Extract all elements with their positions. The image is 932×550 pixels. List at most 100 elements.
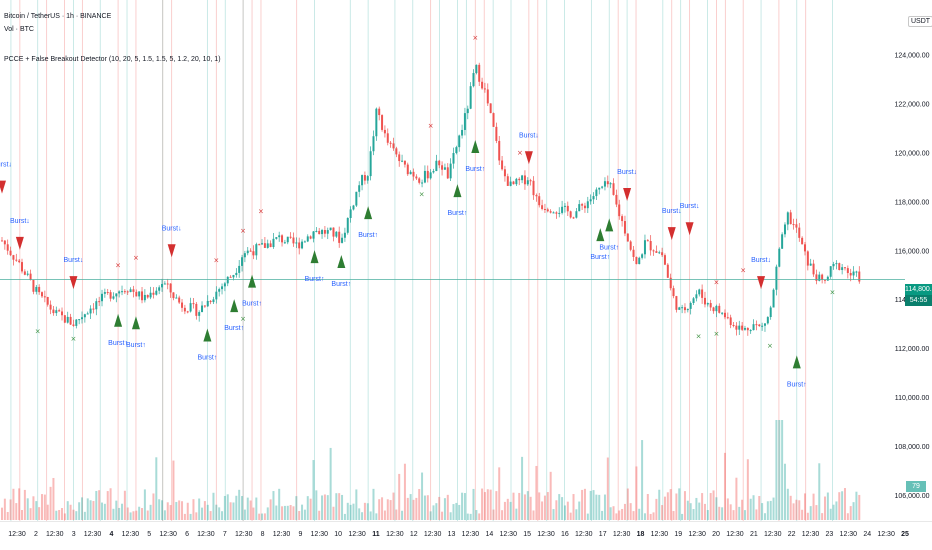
time-tick-label: 12:30 — [235, 531, 253, 538]
volume-bar — [358, 508, 361, 520]
currency-selector[interactable]: USDT — [908, 16, 932, 27]
volume-bar — [186, 502, 189, 520]
volume-bar — [12, 488, 15, 520]
volume-bar — [332, 506, 335, 520]
volume-bar — [289, 505, 292, 520]
volume-bar — [632, 511, 635, 520]
volume-bar — [678, 488, 681, 520]
volume-bar — [466, 513, 469, 520]
time-tick-label: 17 — [599, 531, 607, 538]
candle-body — [721, 312, 724, 314]
volume-bar — [261, 513, 264, 520]
candle-body — [509, 181, 512, 186]
volume-bar — [586, 513, 589, 520]
volume-bar — [138, 506, 141, 520]
candle-body — [786, 212, 789, 225]
candle-body — [612, 183, 615, 195]
candle-body — [149, 292, 152, 298]
volume-bar — [726, 498, 729, 520]
candle-body — [723, 312, 726, 318]
candle-body — [378, 108, 381, 116]
volume-bar — [106, 491, 109, 520]
volume-bar — [306, 496, 309, 520]
candle-body — [289, 236, 292, 238]
volume-bar — [643, 513, 646, 520]
volume-bar — [389, 500, 392, 520]
candle-body — [452, 153, 455, 164]
volume-bar — [609, 507, 612, 520]
volume-bar — [683, 491, 686, 520]
candle-body — [249, 250, 252, 252]
candle-body — [838, 263, 841, 271]
candle-body — [269, 243, 272, 248]
volume-bar — [763, 513, 766, 520]
volume-bar — [118, 507, 121, 520]
volume-bar — [815, 505, 818, 520]
time-tick-label: 12:30 — [575, 531, 593, 538]
candle-body — [632, 249, 635, 257]
candle-body — [383, 129, 386, 134]
signal-vertical-lines — [10, 0, 833, 521]
volume-bar — [426, 495, 429, 520]
volume-bar — [158, 499, 161, 520]
time-tick-label: 14 — [485, 531, 493, 538]
candle-body — [109, 292, 112, 299]
candle-body — [195, 303, 198, 316]
candle-body — [438, 160, 441, 166]
candle-body — [823, 279, 826, 281]
candle-body — [575, 211, 578, 218]
candle-body — [815, 274, 818, 281]
time-tick-label: 12:30 — [159, 531, 177, 538]
volume-bar — [518, 492, 521, 520]
candle-body — [841, 267, 844, 271]
volume-bar — [429, 511, 432, 520]
candle-body — [392, 143, 395, 149]
candle-body — [658, 252, 661, 254]
candle-body — [726, 317, 729, 319]
candle-body — [95, 301, 98, 310]
candle-body — [443, 167, 446, 170]
bull-triangle — [605, 218, 614, 232]
volume-bar — [101, 502, 104, 520]
volume-bar — [381, 497, 384, 520]
volume-bar — [701, 493, 704, 520]
volume-bar — [321, 495, 324, 520]
burst-up-label: Burst↑ — [242, 301, 262, 308]
time-axis-border — [0, 521, 932, 522]
candle-body — [321, 230, 324, 235]
volume-bar — [618, 510, 621, 520]
candle-body — [263, 243, 266, 248]
candle-body — [278, 235, 281, 238]
volume-bar — [46, 504, 49, 520]
candle-body — [386, 133, 389, 143]
volume-bar — [183, 513, 186, 520]
volume-bar — [61, 508, 64, 520]
volume-bar — [163, 510, 166, 520]
candle-body — [298, 242, 301, 249]
candle-body — [38, 286, 41, 293]
false-breakout-bear-mark: × — [133, 254, 139, 262]
volume-bar — [846, 513, 849, 520]
candle-body — [686, 308, 689, 311]
candle-body — [186, 311, 189, 313]
candle-body — [281, 235, 284, 243]
candle-body — [152, 292, 155, 295]
candle-body — [32, 279, 35, 292]
volume-bar — [461, 492, 464, 520]
volume-bar — [189, 513, 192, 520]
candle-body — [563, 205, 566, 207]
volume-bar — [835, 501, 838, 520]
candle-body — [352, 205, 355, 210]
candle-body — [423, 170, 426, 183]
volume-bar — [623, 503, 626, 520]
candle-body — [372, 136, 375, 152]
price-tick-label: 118,000.00 — [895, 199, 930, 206]
candle-body — [592, 196, 595, 200]
candle-body — [158, 287, 161, 291]
volume-bar — [572, 494, 575, 520]
price-tick-label: 124,000.00 — [894, 52, 929, 59]
volume-bar — [226, 494, 229, 520]
volume-bar — [561, 497, 564, 520]
volume-bar — [735, 477, 738, 520]
